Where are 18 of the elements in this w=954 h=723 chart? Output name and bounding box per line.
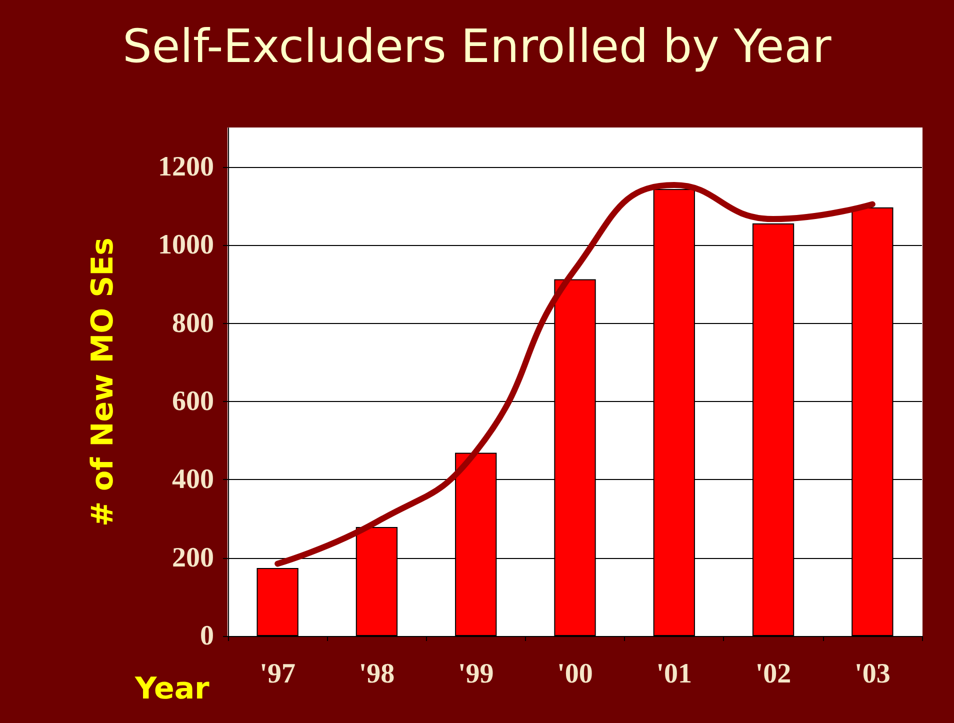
y-axis-title: # of New MO SEs [86,237,120,527]
x-tick-label: '01 [656,658,692,690]
x-tick-label: '97 [260,658,296,690]
y-tick-label: 800 [172,308,214,339]
chart-title: Self-Excluders Enrolled by Year [122,19,832,73]
x-tick-label: '99 [458,658,494,690]
x-tick-label: '03 [854,658,890,690]
y-tick-label: 400 [172,464,214,496]
y-tick-label: 200 [172,542,214,574]
x-tick-label: '02 [755,658,792,690]
x-tick-label: '00 [557,658,593,690]
y-tick-label: 0 [200,620,214,652]
y-tick-label: 1000 [158,230,214,261]
bar [256,568,298,636]
x-axis-title: Year [134,672,210,706]
y-tick-label: 1200 [158,152,214,183]
y-tick-label: 600 [172,386,214,418]
x-tick-label: '98 [358,658,395,690]
